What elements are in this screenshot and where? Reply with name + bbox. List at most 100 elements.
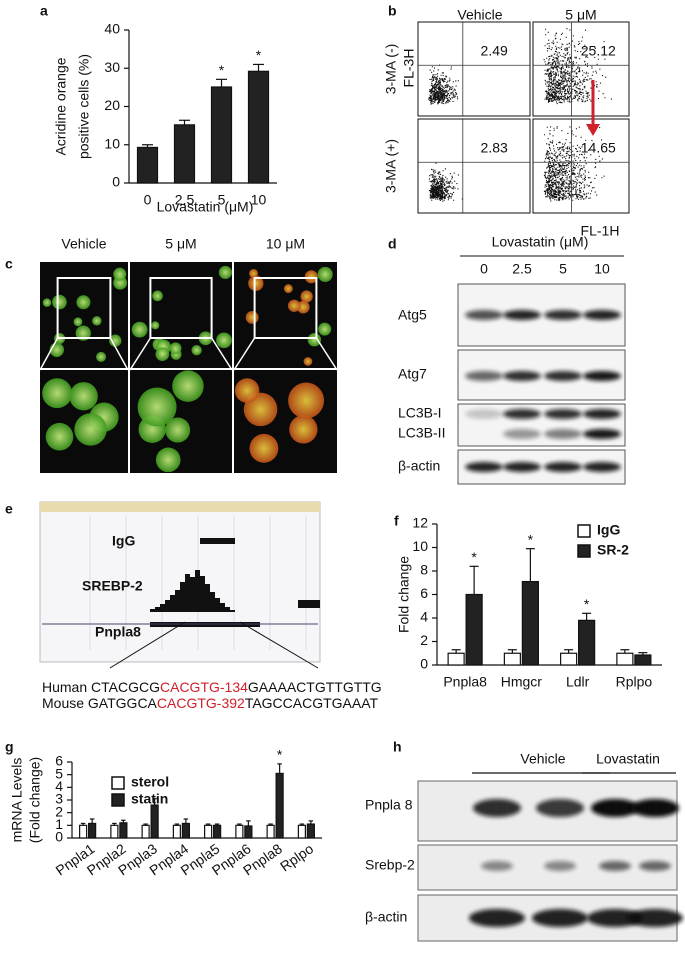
sequence: Human CTACGCGCACGTG-134GAAAACTGTTGTTG (42, 679, 382, 695)
group-label: Lovastatin (596, 751, 660, 767)
y-tick-label: 6 (420, 585, 428, 601)
y-tick-label: 20 (104, 97, 120, 113)
y-tick-label: 5 (55, 765, 63, 781)
band-label: Pnpla 8 (365, 797, 413, 813)
blot-band (503, 429, 541, 439)
zoom-line (129, 337, 152, 371)
dose-label: 0 (480, 261, 488, 277)
y-axis-label: (Fold change) (27, 757, 43, 843)
legend-swatch (111, 793, 125, 807)
blot-band (503, 371, 541, 381)
bar (210, 86, 233, 184)
blot-band (503, 310, 541, 320)
bar (634, 654, 652, 666)
sequence-part: Human (42, 679, 87, 695)
cell (288, 382, 325, 419)
row-label: 3-MA (+) (383, 139, 399, 193)
gate-percentage: 14.65 (581, 140, 616, 156)
cell (45, 422, 74, 451)
blot-band (536, 799, 584, 817)
band-label: Atg7 (398, 366, 427, 382)
peak (298, 600, 320, 608)
dose-label: 10 (594, 261, 610, 277)
column-label: 5 μM (165, 236, 196, 252)
cell (109, 334, 122, 347)
significance-mark: * (584, 596, 590, 612)
chip-histogram (150, 570, 240, 612)
cell (296, 300, 310, 314)
cell (283, 284, 293, 294)
blot-band (544, 409, 582, 419)
cell (218, 265, 232, 280)
cell (287, 299, 301, 312)
cell (234, 378, 260, 403)
sequence-part: CACGTG-134 (160, 679, 248, 695)
blot-band (583, 409, 621, 419)
column-label: 10 μM (266, 236, 305, 252)
panel-letter: c (5, 256, 13, 272)
sequence-part: TAGCCACGTGAAAT (245, 695, 379, 711)
panel-letter: f (394, 513, 399, 529)
sequence-part: GATGGCA (88, 695, 158, 711)
cell (169, 342, 182, 355)
cell (172, 370, 204, 402)
blot-band (469, 909, 525, 927)
zoom-line (39, 337, 59, 371)
zoom-box (56, 277, 112, 339)
cell (131, 321, 148, 338)
cell (317, 266, 333, 282)
zoom-line (315, 337, 338, 371)
y-tick-label: 12 (412, 515, 428, 531)
blot-band (465, 462, 503, 472)
browser-header (40, 502, 320, 512)
bar (181, 822, 190, 839)
band-label: Srebp-2 (365, 857, 415, 873)
y-tick-label: 10 (412, 538, 428, 554)
blot-band (544, 462, 582, 472)
cell (155, 347, 170, 362)
sequence-part: GAAAACTGTTGTTG (248, 679, 382, 695)
column-label: 5 μM (565, 7, 596, 23)
cell (165, 417, 191, 443)
cell (73, 317, 83, 327)
cell (137, 387, 177, 427)
blot-band (591, 799, 639, 817)
x-axis-label: Lovastatin (μM) (157, 199, 254, 215)
band-label: LC3B-I (398, 405, 442, 421)
column-label: Vehicle (61, 236, 106, 252)
column-label: Vehicle (457, 7, 502, 23)
bar (616, 652, 634, 666)
band-label: β-actin (365, 909, 407, 925)
cell (303, 357, 313, 366)
y-tick-label: 30 (104, 59, 120, 75)
bar (172, 824, 181, 839)
cell (74, 413, 107, 446)
bar (244, 825, 253, 839)
x-tick-label: Hmgcr (501, 674, 543, 690)
y-tick-label: 2 (55, 803, 63, 819)
bar (297, 824, 306, 839)
cell (289, 415, 318, 444)
x-tick-label: Pnpla8 (443, 674, 487, 690)
cell (75, 325, 91, 341)
legend-label: IgG (597, 522, 620, 538)
cell (216, 332, 232, 349)
sequence-part: CACGTG-392 (157, 695, 245, 711)
bar (136, 146, 159, 184)
cell (249, 268, 259, 278)
cell (152, 290, 163, 302)
gate-percentage: 25.12 (581, 43, 616, 59)
cell (76, 295, 91, 310)
bar (266, 824, 275, 839)
bar (79, 824, 88, 839)
blot-band (544, 429, 582, 439)
y-tick-label: 3 (55, 791, 63, 807)
bar (173, 124, 196, 184)
y-tick-label: 6 (55, 753, 63, 769)
x-tick-label: 10 (251, 192, 267, 208)
sequence-part: CTACGCG (91, 679, 160, 695)
panel-letter: g (5, 739, 14, 755)
axis-label: FL-3H (401, 49, 417, 88)
bar (275, 772, 284, 839)
bar (204, 824, 213, 839)
